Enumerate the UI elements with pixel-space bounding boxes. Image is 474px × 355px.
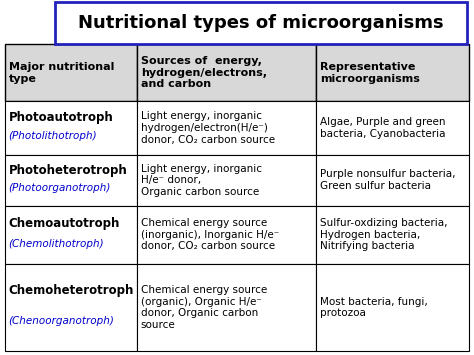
Bar: [316, 155, 469, 206]
Text: (Chenoorganotroph): (Chenoorganotroph): [9, 316, 114, 326]
Text: (Photoorganotroph): (Photoorganotroph): [9, 183, 111, 193]
Text: Algae, Purple and green
bacteria, Cyanobacteria: Algae, Purple and green bacteria, Cyanob…: [320, 117, 445, 139]
Text: (Photolithotroph): (Photolithotroph): [9, 131, 97, 141]
Text: Major nutritional
type: Major nutritional type: [9, 62, 114, 83]
Bar: [316, 101, 469, 155]
FancyBboxPatch shape: [55, 2, 467, 44]
Bar: [137, 44, 316, 101]
Text: Light energy, inorganic
hydrogen/electron(H/e⁻)
donor, CO₂ carbon source: Light energy, inorganic hydrogen/electro…: [141, 111, 275, 144]
Text: Chemical energy source
(organic), Organic H/e⁻
donor, Organic carbon
source: Chemical energy source (organic), Organi…: [141, 285, 267, 330]
Bar: [316, 44, 469, 101]
Text: Light energy, inorganic
H/e⁻ donor,
Organic carbon source: Light energy, inorganic H/e⁻ donor, Orga…: [141, 164, 262, 197]
Bar: [5, 264, 137, 351]
Text: Chemoheterotroph: Chemoheterotroph: [9, 284, 134, 297]
Bar: [137, 155, 316, 206]
Text: Sulfur-oxdizing bacteria,
Hydrogen bacteria,
Nitrifying bacteria: Sulfur-oxdizing bacteria, Hydrogen bacte…: [320, 218, 447, 251]
Text: Nutritional types of microorganisms: Nutritional types of microorganisms: [78, 14, 444, 32]
Text: Representative
microorganisms: Representative microorganisms: [320, 62, 419, 83]
Bar: [5, 155, 137, 206]
Bar: [5, 206, 137, 264]
Text: Purple nonsulfur bacteria,
Green sulfur bacteria: Purple nonsulfur bacteria, Green sulfur …: [320, 169, 455, 191]
Text: (Chemolithotroph): (Chemolithotroph): [9, 239, 104, 248]
Text: Sources of  energy,
hydrogen/electrons,
and carbon: Sources of energy, hydrogen/electrons, a…: [141, 56, 267, 89]
Bar: [137, 206, 316, 264]
Bar: [5, 44, 137, 101]
Text: Chemical energy source
(inorganic), Inorganic H/e⁻
donor, CO₂ carbon source: Chemical energy source (inorganic), Inor…: [141, 218, 279, 251]
Text: Chemoautotroph: Chemoautotroph: [9, 217, 120, 230]
Bar: [316, 206, 469, 264]
Bar: [316, 264, 469, 351]
Bar: [5, 101, 137, 155]
Text: Photoautotroph: Photoautotroph: [9, 111, 113, 124]
Bar: [137, 264, 316, 351]
Text: Photoheterotroph: Photoheterotroph: [9, 164, 128, 177]
Bar: [137, 101, 316, 155]
Text: Most bacteria, fungi,
protozoa: Most bacteria, fungi, protozoa: [320, 297, 428, 318]
